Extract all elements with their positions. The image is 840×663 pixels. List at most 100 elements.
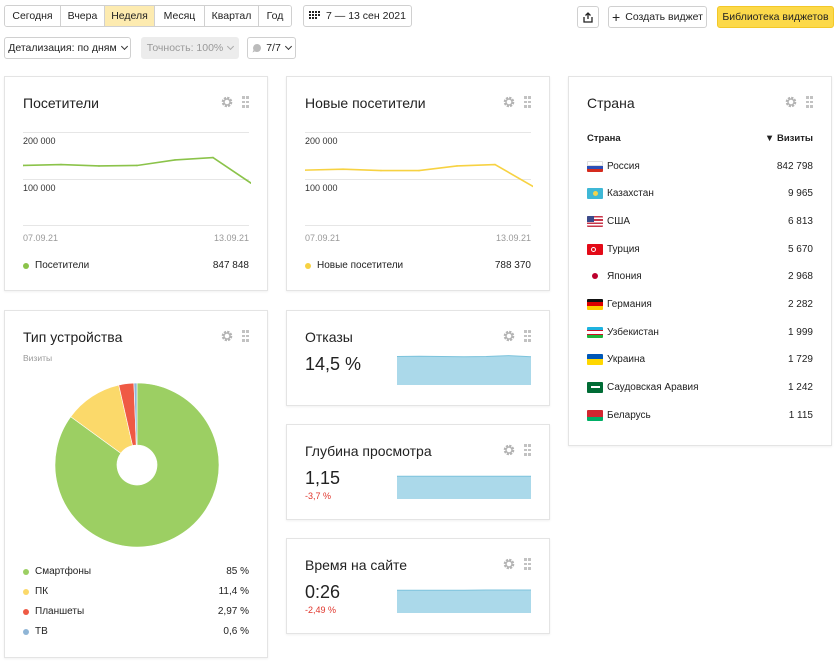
country-visits: 2 282 bbox=[787, 298, 813, 310]
create-widget-button[interactable]: + Создать виджет bbox=[608, 6, 707, 28]
drag-handle-icon[interactable] bbox=[524, 330, 531, 342]
sparkline-area bbox=[397, 589, 531, 613]
y-tick-label: 100 000 bbox=[23, 183, 56, 193]
country-row[interactable]: Казахстан 9 965 bbox=[587, 185, 813, 201]
country-name: Турция bbox=[607, 243, 640, 255]
new-visitors-legend: Новые посетители bbox=[305, 260, 403, 271]
belarus-flag-icon bbox=[587, 409, 603, 421]
country-visits: 9 965 bbox=[787, 187, 813, 199]
device-legend-item: Смартфоны bbox=[23, 566, 91, 577]
country-row[interactable]: Узбекистан 1 999 bbox=[587, 324, 813, 340]
gear-icon[interactable] bbox=[503, 96, 515, 108]
country-visits: 842 798 bbox=[776, 160, 813, 172]
data-point bbox=[456, 165, 458, 167]
accuracy-dropdown[interactable]: Точность: 100% bbox=[141, 37, 239, 59]
drag-handle-icon[interactable] bbox=[524, 558, 531, 570]
grid-line bbox=[305, 179, 531, 180]
column-header-country: Страна bbox=[587, 133, 621, 144]
legend-dot bbox=[23, 568, 29, 575]
drag-handle-icon[interactable] bbox=[524, 444, 531, 456]
bounce-title: Отказы bbox=[305, 329, 353, 345]
bounce-card: Отказы 14,5 % bbox=[286, 310, 550, 406]
time-delta: -2,49 % bbox=[305, 605, 337, 615]
time-value: 0:26 bbox=[305, 582, 341, 602]
country-row[interactable]: США 6 813 bbox=[587, 213, 813, 229]
chevron-down-icon bbox=[227, 42, 235, 51]
country-name: Япония bbox=[607, 270, 642, 282]
data-point bbox=[23, 164, 24, 167]
sparkline-area bbox=[397, 355, 531, 385]
period-quarter[interactable]: Квартал bbox=[205, 6, 259, 26]
legend-dot bbox=[23, 628, 29, 635]
country-visits: 1 999 bbox=[787, 326, 813, 338]
country-name: США bbox=[607, 215, 631, 227]
country-visits: 6 813 bbox=[787, 215, 813, 227]
legend-label: Планшеты bbox=[35, 606, 85, 617]
device-card: Тип устройства Визиты Смартфоны 85 % ПК … bbox=[4, 310, 268, 658]
drag-handle-icon[interactable] bbox=[806, 96, 813, 108]
country-row[interactable]: Турция 5 670 bbox=[587, 241, 813, 257]
legend-dot bbox=[23, 262, 29, 269]
new-visitors-line-chart bbox=[305, 163, 533, 188]
data-point bbox=[305, 169, 306, 171]
device-pie-chart bbox=[54, 382, 220, 548]
country-visits: 5 670 bbox=[787, 243, 813, 255]
depth-delta: -3,7 % bbox=[305, 491, 332, 501]
chevron-down-icon bbox=[284, 42, 292, 51]
gear-icon[interactable] bbox=[221, 96, 233, 108]
gear-icon[interactable] bbox=[503, 444, 515, 456]
legend-label: ТВ bbox=[35, 626, 48, 637]
depth-card: Глубина просмотра 1,15 -3,7 % bbox=[286, 424, 550, 520]
country-name: Украина bbox=[607, 353, 646, 365]
drag-handle-icon[interactable] bbox=[242, 96, 249, 108]
data-point bbox=[60, 163, 62, 166]
data-point bbox=[380, 169, 382, 172]
segment-dropdown[interactable]: 7/7 bbox=[247, 37, 296, 59]
grid-line bbox=[23, 132, 249, 133]
country-name: Казахстан bbox=[607, 187, 654, 199]
gear-icon[interactable] bbox=[503, 558, 515, 570]
country-row[interactable]: Германия 2 282 bbox=[587, 296, 813, 312]
widget-library-button[interactable]: Библиотека виджетов bbox=[717, 6, 834, 28]
detail-dropdown[interactable]: Детализация: по дням bbox=[4, 37, 131, 59]
time-title: Время на сайте bbox=[305, 557, 408, 573]
date-range-label: 7 — 13 сен 2021 bbox=[326, 10, 406, 22]
legend-value: 11,4 % bbox=[218, 586, 249, 597]
date-range-button[interactable]: 7 — 13 сен 2021 bbox=[303, 5, 412, 27]
country-name: Саудовская Аравия bbox=[607, 381, 699, 393]
period-week[interactable]: Неделя bbox=[105, 6, 155, 26]
country-row[interactable]: Япония 2 968 bbox=[587, 268, 813, 284]
drag-handle-icon[interactable] bbox=[524, 96, 531, 108]
country-row[interactable]: Россия 842 798 bbox=[587, 158, 813, 174]
gear-icon[interactable] bbox=[503, 330, 515, 342]
calendar-icon bbox=[309, 11, 321, 19]
period-yesterday[interactable]: Вчера bbox=[61, 6, 105, 26]
country-row[interactable]: Саудовская Аравия 1 242 bbox=[587, 379, 813, 395]
gear-icon[interactable] bbox=[785, 96, 797, 108]
country-row[interactable]: Украина 1 729 bbox=[587, 351, 813, 367]
legend-value: 2,97 % bbox=[217, 606, 249, 617]
country-visits: 1 115 bbox=[788, 409, 813, 421]
column-header-visits[interactable]: ▼ Визиты bbox=[764, 133, 813, 144]
export-button[interactable] bbox=[577, 6, 599, 28]
legend-value: 0,6 % bbox=[223, 626, 249, 637]
gear-icon[interactable] bbox=[221, 330, 233, 342]
pie-slice[interactable] bbox=[54, 382, 220, 548]
visitors-card: Посетители 200 000 100 000 07.09.21 13.0… bbox=[4, 76, 268, 291]
drag-handle-icon[interactable] bbox=[242, 330, 249, 342]
legend-label: Новые посетители bbox=[317, 260, 404, 271]
series-line bbox=[23, 156, 251, 184]
sparkline-area bbox=[397, 476, 531, 499]
pie-slice[interactable] bbox=[133, 382, 138, 446]
germany-flag-icon bbox=[587, 298, 603, 310]
country-row[interactable]: Беларусь 1 115 bbox=[587, 407, 813, 423]
period-today[interactable]: Сегодня bbox=[5, 6, 61, 26]
depth-sparkline bbox=[397, 475, 531, 499]
visitors-legend: Посетители bbox=[23, 260, 89, 271]
period-year[interactable]: Год bbox=[259, 6, 291, 26]
country-title: Страна bbox=[587, 95, 635, 111]
uzbekistan-flag-icon bbox=[587, 326, 603, 338]
period-month[interactable]: Месяц bbox=[155, 6, 205, 26]
visitors-title: Посетители bbox=[23, 95, 99, 111]
segment-label: 7/7 bbox=[266, 42, 281, 54]
